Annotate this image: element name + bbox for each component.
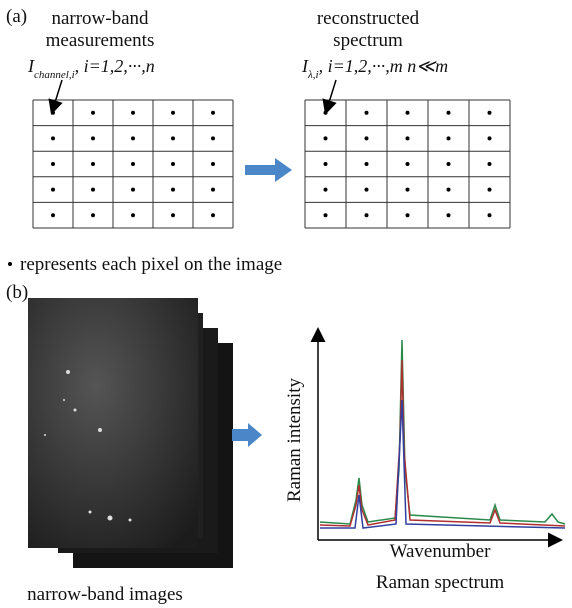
transform-arrow (232, 423, 262, 447)
pixel-dot (446, 136, 451, 141)
pixel-dot (131, 187, 135, 192)
pixel-dot (211, 110, 215, 115)
right-title: reconstructed (317, 8, 420, 29)
pixel-dot (405, 213, 410, 218)
pixel-dot (487, 136, 492, 141)
pixel-dot (487, 110, 492, 115)
pixel-dot (211, 136, 215, 141)
spectrum-caption: Raman spectrum (376, 572, 504, 593)
transform-arrow (245, 158, 292, 182)
pixel-dot (364, 187, 369, 192)
pixel-dot (487, 187, 492, 192)
pixel-dot (51, 162, 55, 166)
pixel-dot (171, 136, 175, 141)
left-title: narrow-band (51, 8, 149, 29)
pixel-dot (91, 136, 95, 141)
left-formula: Ichannel,i, i=1,2,···,n (27, 56, 155, 81)
pixel-dot (364, 136, 369, 141)
pixel-dot (91, 162, 95, 166)
pixel-dot (487, 162, 492, 166)
pixel-dot (91, 213, 95, 218)
x-axis-label: Wavenumber (390, 541, 491, 562)
pixel-dot (405, 187, 410, 192)
pixel-dot (51, 136, 55, 141)
pixel-dot (446, 213, 451, 218)
left-title: measurements (46, 30, 155, 51)
pixel-dot (211, 162, 215, 166)
pixel-dot (405, 110, 410, 115)
pixel-dot (51, 213, 55, 218)
pixel-dot (405, 136, 410, 141)
formula-subscript: channel,i (34, 69, 75, 81)
pixel-dot (131, 110, 135, 115)
y-axis-label: Raman intensity (284, 377, 305, 502)
pointer-arrow (48, 79, 63, 115)
pixel-dot (171, 110, 175, 115)
panel-label: (a) (6, 6, 27, 27)
formula-symbol: I (27, 56, 35, 76)
spectrum-traces (319, 339, 566, 529)
pixel-dot (405, 162, 410, 166)
formula-rest: , i=1,2,···,n (75, 56, 155, 76)
pixel-dot (364, 162, 369, 166)
pixel-grid (32, 99, 234, 229)
pixel-dot (131, 213, 135, 218)
pixel-dot (446, 187, 451, 192)
legend-dot (8, 262, 12, 266)
pixel-dot (364, 110, 369, 115)
formula-subscript: λ,i (307, 69, 319, 81)
pixel-dot (364, 213, 369, 218)
formula-rest: , i=1,2,···,m n≪m (319, 56, 449, 76)
panel-label: (b) (6, 282, 28, 303)
right-title: spectrum (333, 30, 403, 51)
pixel-dot (211, 187, 215, 192)
pixel-dot (211, 213, 215, 218)
pixel-dot (446, 162, 451, 166)
pixel-dot (487, 213, 492, 218)
pixel-dot (51, 187, 55, 192)
right-formula: Iλ,i, i=1,2,···,m n≪m (301, 56, 448, 81)
pixel-dot (446, 110, 451, 115)
pixel-dot (171, 162, 175, 166)
images-caption: narrow-band images (27, 584, 183, 605)
pixel-dot (131, 136, 135, 141)
pixel-dot (323, 187, 328, 192)
pointer-arrow (322, 79, 337, 115)
pixel-dot (171, 213, 175, 218)
pixel-dot (323, 136, 328, 141)
legend-text: represents each pixel on the image (20, 254, 282, 275)
pixel-dot (323, 162, 328, 166)
pixel-dot (323, 213, 328, 218)
image-stack (28, 298, 233, 568)
pixel-dot (91, 187, 95, 192)
pixel-dot (171, 187, 175, 192)
pixel-dot (131, 162, 135, 166)
pixel-dot (91, 110, 95, 115)
formula-symbol: I (301, 56, 309, 76)
pixel-grid (304, 99, 511, 229)
